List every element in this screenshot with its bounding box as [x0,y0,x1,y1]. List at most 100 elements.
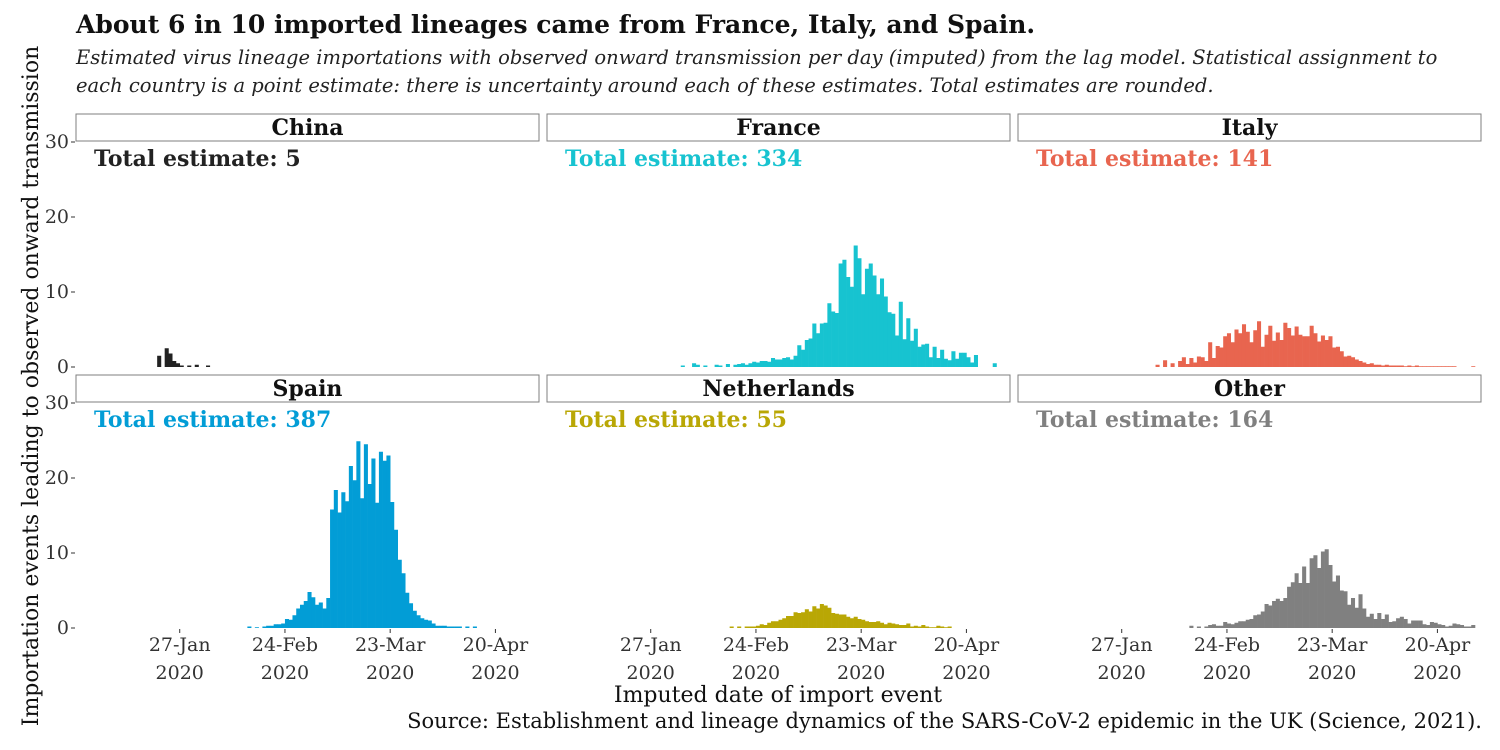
bar [770,358,776,367]
bar [827,607,832,628]
bar [1444,366,1449,367]
bar [1238,333,1243,367]
bar [352,480,357,628]
bar [838,614,843,628]
bar [1429,366,1434,367]
bar [1241,324,1247,367]
y-tick-label: 30 [45,131,69,153]
x-tick-year: 2020 [261,662,309,684]
bar [902,339,907,367]
bar [819,604,824,628]
bar [1426,366,1431,367]
bar [296,608,301,628]
bar [1350,357,1356,367]
bar [1403,619,1408,628]
bar [1407,623,1412,628]
chart-subtitle: Estimated virus lineage importations wit… [76,46,1438,97]
source-caption: Source: Establishment and lineage dynami… [407,709,1482,733]
bar [793,355,798,367]
x-tick-label: 27-Jan [620,634,682,656]
bar [752,361,757,367]
facet-title: China [271,115,343,141]
bar [763,361,768,367]
bar [1208,625,1213,628]
bar [789,359,794,367]
facet-strip [75,374,540,403]
bar [819,323,824,367]
bar [1219,347,1224,367]
y-tick-label: 0 [57,617,69,639]
bar [883,624,888,628]
bar [928,627,933,628]
bar [1441,625,1446,628]
bar [763,625,768,628]
y-tick-label: 30 [45,392,69,414]
bar [973,355,978,367]
bar [1343,356,1348,367]
bar [446,626,451,628]
bar [1452,623,1457,628]
bar [966,357,971,367]
bar [1196,626,1201,628]
bar [1245,619,1250,628]
bar [947,626,952,628]
bar [906,623,911,628]
bar [744,626,749,628]
bar [767,361,772,367]
bar [680,365,685,367]
bar [1189,358,1194,367]
bar [382,460,387,628]
bar [883,296,888,367]
bar [1260,611,1265,628]
bar [943,358,948,367]
bar [1249,619,1254,628]
bar [906,318,911,367]
bar [910,340,915,367]
bar [412,610,417,628]
bar [1339,590,1344,628]
bar [1369,613,1374,628]
x-tick-year: 2020 [1308,662,1356,684]
x-tick-year: 2020 [366,662,414,684]
bar [816,333,821,367]
bar [266,625,271,628]
bar [718,365,723,367]
bar [1366,616,1371,628]
bar [789,616,794,628]
bar [1275,598,1280,628]
bar [740,363,745,367]
bar [454,626,459,628]
bar [1275,332,1280,367]
bar [812,606,817,628]
bar [1200,357,1205,367]
bar [1328,336,1333,367]
x-tick-year: 2020 [837,662,885,684]
bar [898,625,903,628]
bar [1433,622,1438,628]
bar [179,365,184,367]
bar [887,622,892,628]
bar [472,626,477,628]
bar [831,311,836,367]
facet-italy: Italy Total estimate: 141 [1017,113,1482,367]
bar [876,621,881,628]
bar [887,312,892,367]
bar [1373,619,1378,628]
bar [1302,566,1307,628]
bar [755,625,761,628]
bar [1257,614,1262,628]
bar [371,458,376,628]
x-tick-label: 23-Mar [1297,634,1368,656]
bar [1384,614,1389,628]
bar [1279,340,1284,367]
bar [281,623,286,628]
y-tick-label: 10 [45,542,69,564]
bar [1320,335,1325,367]
bar [1422,624,1427,628]
y-tick-label: 20 [45,467,69,489]
bar [940,626,945,628]
bar [386,455,391,628]
bar [1335,346,1340,367]
x-tick-label: 20-Apr [463,634,529,656]
